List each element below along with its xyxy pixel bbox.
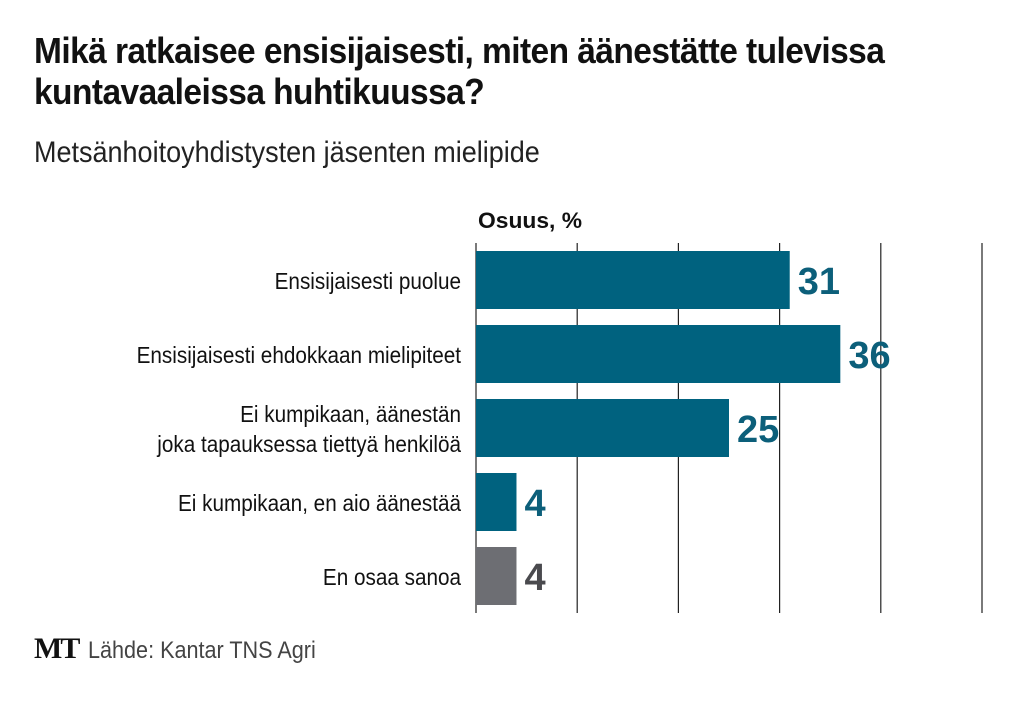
mt-logo: MT bbox=[34, 632, 80, 665]
bar bbox=[476, 547, 517, 605]
category-label: Ensisijaisesti ehdokkaan mielipiteet bbox=[137, 342, 461, 368]
data-label: 4 bbox=[524, 557, 545, 599]
category-label: Ensisijaisesti puolue bbox=[275, 268, 461, 294]
category-label: Ei kumpikaan, en aio äänestää bbox=[178, 490, 462, 516]
x-axis-label: Osuus, % bbox=[478, 208, 582, 233]
source-note: Lähde: Kantar TNS Agri bbox=[88, 637, 317, 664]
bar bbox=[476, 325, 841, 383]
category-label: En osaa sanoa bbox=[323, 564, 462, 590]
bar bbox=[476, 473, 517, 531]
bar bbox=[476, 399, 729, 457]
footer: MT Lähde: Kantar TNS Agri bbox=[34, 632, 341, 666]
data-label: 31 bbox=[798, 261, 840, 303]
chart-subtitle: Metsänhoitoyhdistysten jäsenten mielipid… bbox=[34, 136, 540, 169]
bar bbox=[476, 251, 790, 309]
category-label: Ei kumpikaan, äänestän bbox=[240, 401, 461, 427]
data-label: 4 bbox=[524, 483, 545, 525]
chart-title: Mikä ratkaisee ensisijaisesti, miten ään… bbox=[34, 30, 885, 112]
category-label: joka tapauksessa tiettyä henkilöä bbox=[156, 431, 461, 457]
data-label: 36 bbox=[848, 335, 890, 377]
data-label: 25 bbox=[737, 409, 779, 451]
